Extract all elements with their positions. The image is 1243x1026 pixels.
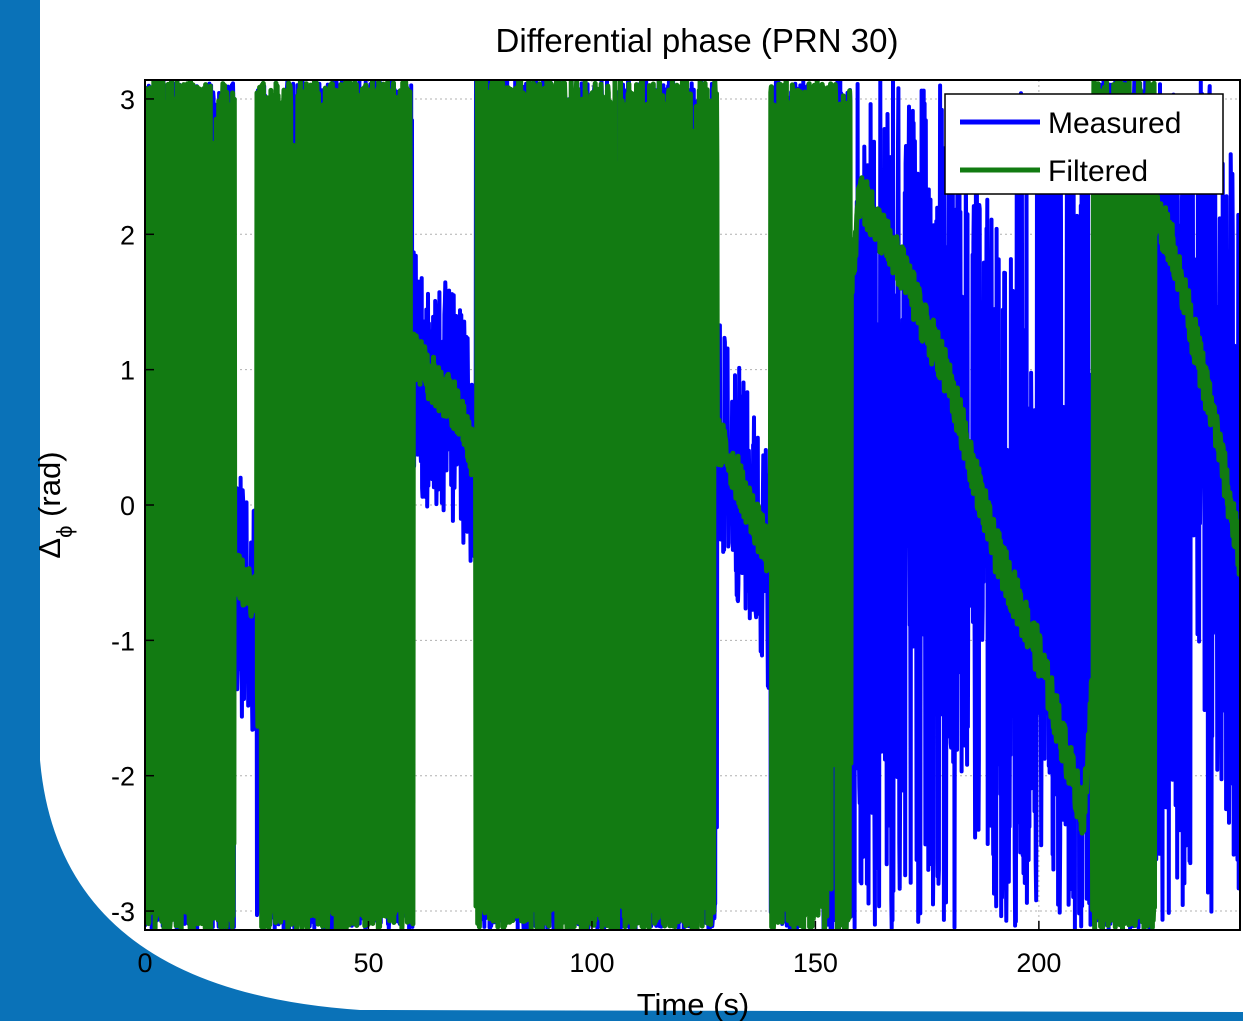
y-axis-label-symbol: Δ xyxy=(32,538,67,559)
x-tick-label: 100 xyxy=(569,948,614,978)
y-tick-label: 1 xyxy=(120,356,135,386)
y-axis-label-subscript: ϕ xyxy=(52,526,77,538)
y-tick-label: -3 xyxy=(111,897,135,927)
y-tick-label: -1 xyxy=(111,626,135,656)
y-axis-label-unit: (rad) xyxy=(32,451,67,516)
y-tick-label: 0 xyxy=(120,491,135,521)
legend-box xyxy=(944,93,1224,195)
x-tick-label: 0 xyxy=(137,948,152,978)
x-tick-label: 150 xyxy=(793,948,838,978)
y-tick-label: 2 xyxy=(120,220,135,250)
y-tick-label: 3 xyxy=(120,85,135,115)
chart-title: Differential phase (PRN 30) xyxy=(496,22,899,59)
y-axis-label: Δϕ (rad) xyxy=(32,451,77,558)
legend-label-filtered: Filtered xyxy=(1048,155,1148,188)
legend: Measured Filtered xyxy=(944,93,1224,195)
x-tick-label: 200 xyxy=(1016,948,1061,978)
legend-label-measured: Measured xyxy=(1048,107,1181,140)
series-layer xyxy=(145,80,1240,930)
x-axis-label: Time (s) xyxy=(637,987,750,1021)
svg-text:Δϕ (rad): Δϕ (rad) xyxy=(32,451,77,558)
y-tick-label: -2 xyxy=(111,762,135,792)
x-tick-label: 50 xyxy=(353,948,383,978)
series-line-filtered xyxy=(145,80,1240,930)
